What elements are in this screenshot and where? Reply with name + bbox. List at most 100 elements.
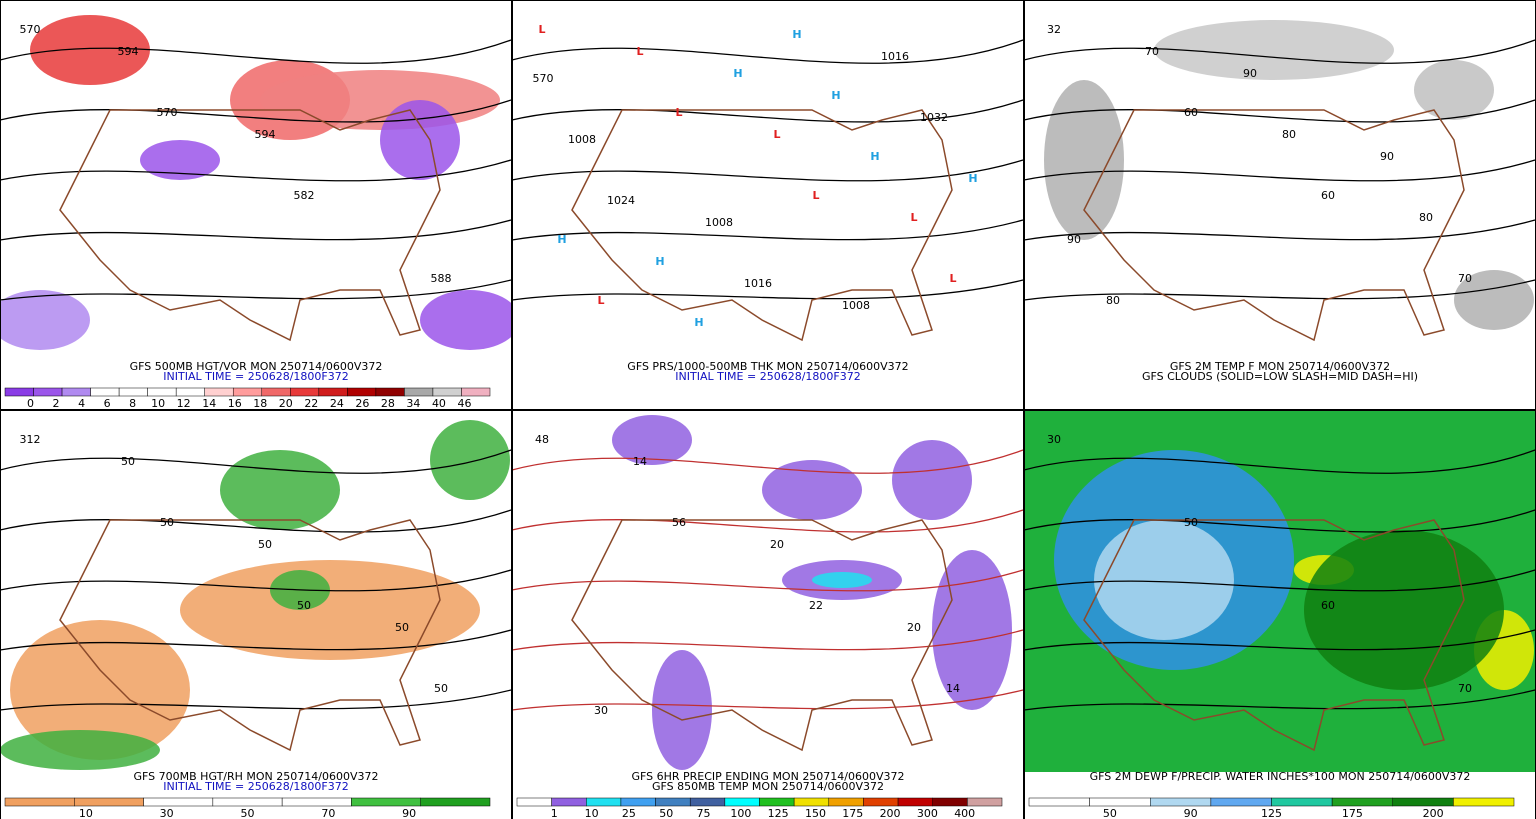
us-outline <box>1083 109 1465 342</box>
colorbar-label: 22 <box>304 397 318 410</box>
colorbar-swatch <box>143 797 214 807</box>
map-label: 14 <box>946 682 960 695</box>
map-label: 570 <box>20 23 41 36</box>
map-label: H <box>831 89 840 102</box>
map-label: 90 <box>1067 233 1081 246</box>
contour <box>0 629 512 651</box>
us-outline <box>571 109 953 342</box>
map-label: 588 <box>431 272 452 285</box>
contour <box>1023 99 1536 123</box>
colorbar-swatch <box>1210 797 1272 807</box>
us-outline <box>59 109 441 342</box>
map-label: 1032 <box>920 111 948 124</box>
map-label: H <box>870 150 879 163</box>
colorbar-label: 12 <box>177 397 191 410</box>
map-label: 80 <box>1282 128 1296 141</box>
map-label: 50 <box>1184 516 1198 529</box>
colorbar-label: 40 <box>432 397 446 410</box>
panel-border <box>0 0 512 410</box>
colorbar-swatch <box>90 387 120 397</box>
map-label: 48 <box>535 433 549 446</box>
colorbar-swatch <box>290 387 320 397</box>
panel: 30 50 60 70 GFS 2M DEWP F/PRECIP. WATER INCH… <box>1023 410 1536 819</box>
colorbar-label: 10 <box>585 807 599 819</box>
contour <box>0 509 512 533</box>
caption: GFS 850MB TEMP MON 250714/0600V372 <box>652 780 884 793</box>
colorbar-swatch <box>1271 797 1333 807</box>
contour <box>511 509 1024 533</box>
colorbar-label: 34 <box>406 397 420 410</box>
colorbar-swatch <box>759 797 795 807</box>
map-label: H <box>733 67 742 80</box>
shading <box>430 420 510 500</box>
colorbar-label: 2 <box>53 397 60 410</box>
contour <box>0 99 512 123</box>
shading <box>140 140 220 180</box>
colorbar-swatch <box>828 797 864 807</box>
contour <box>0 159 512 182</box>
colorbar-swatch <box>147 387 177 397</box>
colorbar-label: 14 <box>202 397 216 410</box>
map-label: 50 <box>258 538 272 551</box>
contour <box>1023 629 1536 651</box>
contour <box>1023 279 1536 301</box>
panel-border <box>512 0 1024 410</box>
colorbar-label: 90 <box>1184 807 1198 819</box>
colorbar-label: 25 <box>622 807 636 819</box>
caption: GFS 2M DEWP F/PRECIP. WATER INCHES*100 M… <box>1090 770 1471 783</box>
colorbar-label: 26 <box>355 397 369 410</box>
contour <box>511 219 1024 241</box>
map-label: H <box>655 255 664 268</box>
colorbar-label: 46 <box>457 397 471 410</box>
contour <box>0 449 512 474</box>
contour <box>1023 449 1536 474</box>
colorbar-label: 125 <box>768 807 789 819</box>
map-label: 50 <box>434 682 448 695</box>
colorbar-swatch <box>655 797 691 807</box>
map-label: 594 <box>118 45 139 58</box>
shading <box>0 290 90 350</box>
map-label: L <box>636 45 643 58</box>
colorbar-label: 16 <box>228 397 242 410</box>
colorbar-label: 30 <box>160 807 174 819</box>
contour <box>1023 219 1536 241</box>
colorbar-swatch <box>404 387 434 397</box>
map-label: 1016 <box>744 277 772 290</box>
contour <box>0 569 512 592</box>
contour <box>1023 509 1536 533</box>
colorbar-label: 100 <box>730 807 751 819</box>
map-label: 1008 <box>568 133 596 146</box>
map-label: 56 <box>672 516 686 529</box>
colorbar-swatch <box>175 387 205 397</box>
map-label: L <box>949 272 956 285</box>
colorbar-label: 6 <box>104 397 111 410</box>
map-label: L <box>538 23 545 36</box>
map-label: 1008 <box>842 299 870 312</box>
map-label: 22 <box>809 599 823 612</box>
map-label: 60 <box>1321 189 1335 202</box>
colorbar-label: 28 <box>381 397 395 410</box>
contour <box>1023 689 1536 711</box>
colorbar-swatch <box>318 387 348 397</box>
colorbar-swatch <box>724 797 760 807</box>
contour <box>0 219 512 241</box>
caption: INITIAL TIME = 250628/1800F372 <box>163 780 348 793</box>
map-label: 570 <box>533 72 554 85</box>
shading <box>652 650 712 770</box>
colorbar-label: 1 <box>551 807 558 819</box>
colorbar-swatch <box>351 797 421 807</box>
shading <box>380 100 460 180</box>
colorbar-swatch <box>212 797 283 807</box>
colorbar-swatch <box>1028 797 1090 807</box>
colorbar-swatch <box>1089 797 1151 807</box>
colorbar-label: 0 <box>27 397 34 410</box>
contour <box>511 629 1024 651</box>
caption: GFS PRS/1000-500MB THK MON 250714/0600V3… <box>627 360 908 373</box>
shading <box>892 440 972 520</box>
map-label: 582 <box>294 189 315 202</box>
map-label: L <box>597 294 604 307</box>
colorbar-label: 90 <box>402 807 416 819</box>
contour <box>511 159 1024 182</box>
colorbar-swatch <box>204 387 234 397</box>
